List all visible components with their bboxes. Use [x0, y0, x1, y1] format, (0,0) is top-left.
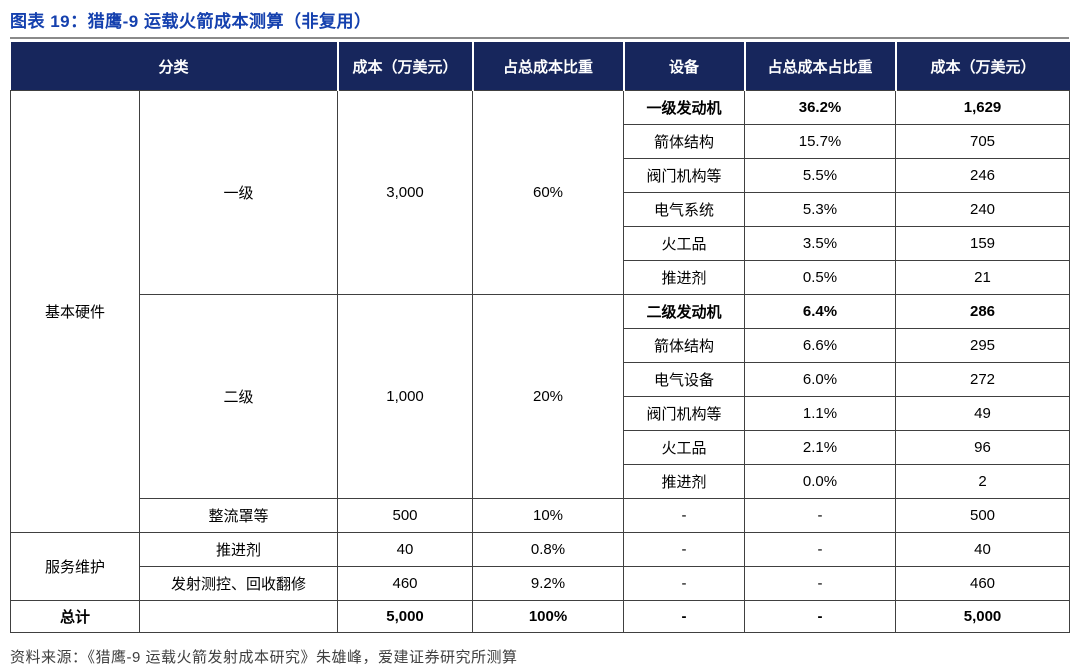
- device-name-cell: 电气设备: [623, 362, 746, 397]
- fairing-label-cell: 整流罩等: [138, 498, 339, 533]
- service-cost-cell: 40: [337, 532, 474, 567]
- device-cost-cell: 5,000: [895, 600, 1071, 633]
- device-name-cell: 箭体结构: [623, 124, 746, 159]
- device-cost-cell: 1,629: [895, 90, 1071, 125]
- cost-table: 分类 成本（万美元） 占总成本比重 设备 占总成本占比重 成本（万美元） 基本硬…: [10, 42, 1071, 633]
- page-title: 图表 19：猎鹰-9 运载火箭成本测算（非复用）: [10, 12, 372, 31]
- device-name-cell: -: [623, 498, 746, 533]
- device-cost-cell: 96: [895, 430, 1071, 465]
- device-name-cell: 推进剂: [623, 464, 746, 499]
- device-cost-cell: 286: [895, 294, 1071, 329]
- device-cost-cell: 40: [895, 532, 1071, 567]
- device-cost-cell: 21: [895, 260, 1071, 295]
- table-row: 火工品 3.5% 159: [11, 226, 1071, 261]
- device-name-cell: 箭体结构: [623, 328, 746, 363]
- table-row: 服务维护 推进剂 40 0.8% - - 40: [10, 532, 1071, 601]
- device-share-cell: -: [744, 566, 897, 601]
- device-name-cell: -: [623, 600, 746, 633]
- device-share-cell: 15.7%: [744, 124, 897, 159]
- device-name-cell: 电气系统: [623, 192, 746, 227]
- device-share-cell: 6.0%: [744, 362, 897, 397]
- service-share-cell: 9.2%: [472, 566, 625, 601]
- device-cost-cell: 705: [895, 124, 1071, 159]
- device-cost-cell: 246: [895, 158, 1071, 193]
- header-cell-cost: 成本（万美元）: [337, 42, 474, 91]
- table-row: 电气系统 5.3% 240: [11, 192, 1071, 227]
- device-name-cell: -: [623, 566, 746, 601]
- service-item-cell: 发射测控、回收翻修: [138, 566, 339, 601]
- table-row: 电气设备 6.0% 272: [11, 362, 1071, 397]
- table-row: 箭体结构 15.7% 705: [11, 124, 1071, 159]
- device-name-cell: 推进剂: [623, 260, 746, 295]
- fairing-cost-cell: 500: [337, 498, 474, 533]
- service-cost-cell: 460: [337, 566, 474, 601]
- device-share-cell: 5.3%: [744, 192, 897, 227]
- header-cell-device: 设备: [623, 42, 746, 91]
- device-share-cell: -: [744, 532, 897, 567]
- total-row: 总计 5,000 100% - - 5,000: [10, 600, 1071, 633]
- source-note: 资料来源：《猎鹰-9 运载火箭发射成本研究》朱雄峰，爱建证券研究所测算: [10, 649, 518, 666]
- device-cost-cell: 295: [895, 328, 1071, 363]
- device-name-cell: 二级发动机: [623, 294, 746, 329]
- header-cell-device-cost: 成本（万美元）: [895, 42, 1070, 91]
- total-share-cell: 100%: [472, 600, 625, 633]
- device-name-cell: 阀门机构等: [623, 396, 746, 431]
- device-name-cell: 一级发动机: [623, 90, 746, 125]
- stage1-cost-cell: 3,000: [337, 90, 474, 295]
- stage2-cost-cell: 1,000: [337, 294, 474, 499]
- header-cell-device-share: 占总成本占比重: [744, 42, 897, 91]
- device-share-cell: 2.1%: [744, 430, 897, 465]
- total-cost-cell: 5,000: [337, 600, 474, 633]
- table-row: 整流罩等 500 10% - - 500: [11, 498, 1071, 533]
- device-share-cell: 0.5%: [744, 260, 897, 295]
- device-cost-cell: 500: [895, 498, 1071, 533]
- device-cost-cell: 159: [895, 226, 1071, 261]
- device-cost-cell: 460: [895, 566, 1071, 601]
- device-share-cell: -: [744, 600, 897, 633]
- device-share-cell: 5.5%: [744, 158, 897, 193]
- stage2-label-cell: 二级: [138, 294, 339, 499]
- device-share-cell: 36.2%: [744, 90, 897, 125]
- device-cost-cell: 49: [895, 396, 1071, 431]
- total-label-cell: 总计: [10, 600, 140, 633]
- table-row: 推进剂 0.0% 2: [11, 464, 1071, 499]
- table-row: 二级 1,000 20% 二级发动机 6.4% 286: [11, 294, 1071, 499]
- device-cost-cell: 2: [895, 464, 1071, 499]
- device-share-cell: -: [744, 498, 897, 533]
- fairing-share-cell: 10%: [472, 498, 625, 533]
- table-header-row: 分类 成本（万美元） 占总成本比重 设备 占总成本占比重 成本（万美元）: [10, 42, 1070, 91]
- device-share-cell: 6.4%: [744, 294, 897, 329]
- stage1-share-cell: 60%: [472, 90, 625, 295]
- device-name-cell: 阀门机构等: [623, 158, 746, 193]
- group-cell-hardware: 基本硬件: [10, 90, 140, 533]
- device-name-cell: 火工品: [623, 226, 746, 261]
- device-name-cell: -: [623, 532, 746, 567]
- group-cell-service: 服务维护: [10, 532, 140, 601]
- service-share-cell: 0.8%: [472, 532, 625, 567]
- device-share-cell: 0.0%: [744, 464, 897, 499]
- table-row: 发射测控、回收翻修 460 9.2% - - 460: [11, 566, 1071, 601]
- stage2-share-cell: 20%: [472, 294, 625, 499]
- device-cost-cell: 240: [895, 192, 1071, 227]
- device-cost-cell: 272: [895, 362, 1071, 397]
- table-row: 火工品 2.1% 96: [11, 430, 1071, 465]
- device-share-cell: 6.6%: [744, 328, 897, 363]
- device-name-cell: 火工品: [623, 430, 746, 465]
- title-divider: [10, 37, 1069, 39]
- stage1-label-cell: 一级: [138, 90, 339, 295]
- table-row: 阀门机构等 1.1% 49: [11, 396, 1071, 431]
- header-cell-category: 分类: [10, 42, 339, 91]
- header-cell-share: 占总成本比重: [472, 42, 625, 91]
- total-empty-cell: [138, 600, 339, 633]
- table-row: 推进剂 0.5% 21: [11, 260, 1071, 295]
- device-share-cell: 3.5%: [744, 226, 897, 261]
- table-row: 阀门机构等 5.5% 246: [11, 158, 1071, 193]
- table-row: 基本硬件 一级 3,000 60% 一级发动机 36.2% 1,629: [10, 90, 1071, 533]
- service-item-cell: 推进剂: [138, 532, 339, 567]
- device-share-cell: 1.1%: [744, 396, 897, 431]
